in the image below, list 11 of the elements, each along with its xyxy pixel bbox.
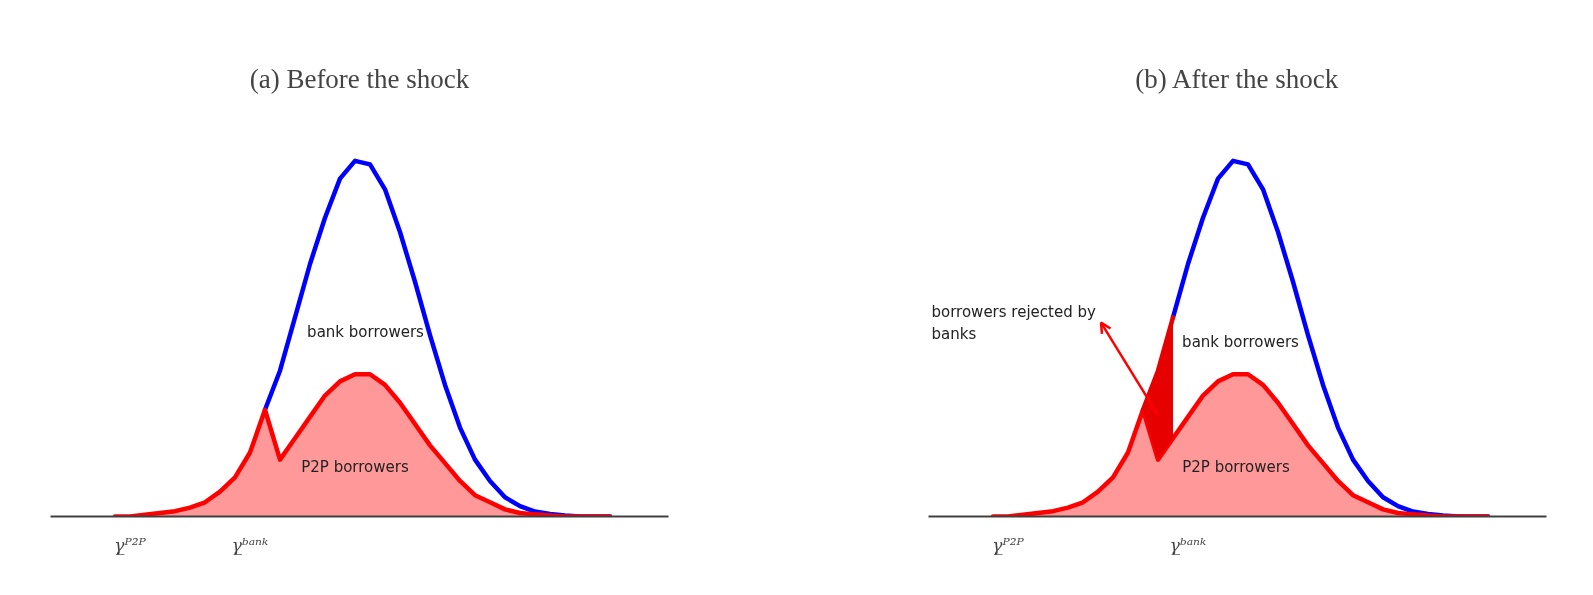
annotation: bank borrowers bbox=[1182, 333, 1300, 352]
annotation: borrowers rejected by banks bbox=[931, 303, 1096, 343]
annotation: P2P borrowers bbox=[1182, 457, 1290, 476]
chart-title: (a) Before the shock bbox=[249, 63, 470, 94]
x-tick-label: γ̲ᴾ²ᴾ bbox=[992, 534, 1025, 555]
annotation: P2P borrowers bbox=[301, 457, 409, 476]
x-tick-label: γ̲ᴾ²ᴾ bbox=[114, 534, 147, 555]
annotation: bank borrowers bbox=[307, 322, 425, 341]
x-tick-label: γ̲ᵇᵃⁿᵏ bbox=[231, 534, 269, 555]
chart-title: (b) After the shock bbox=[1135, 63, 1339, 94]
x-tick-label: γ̲ᵇᵃⁿᵏ bbox=[1169, 534, 1207, 555]
